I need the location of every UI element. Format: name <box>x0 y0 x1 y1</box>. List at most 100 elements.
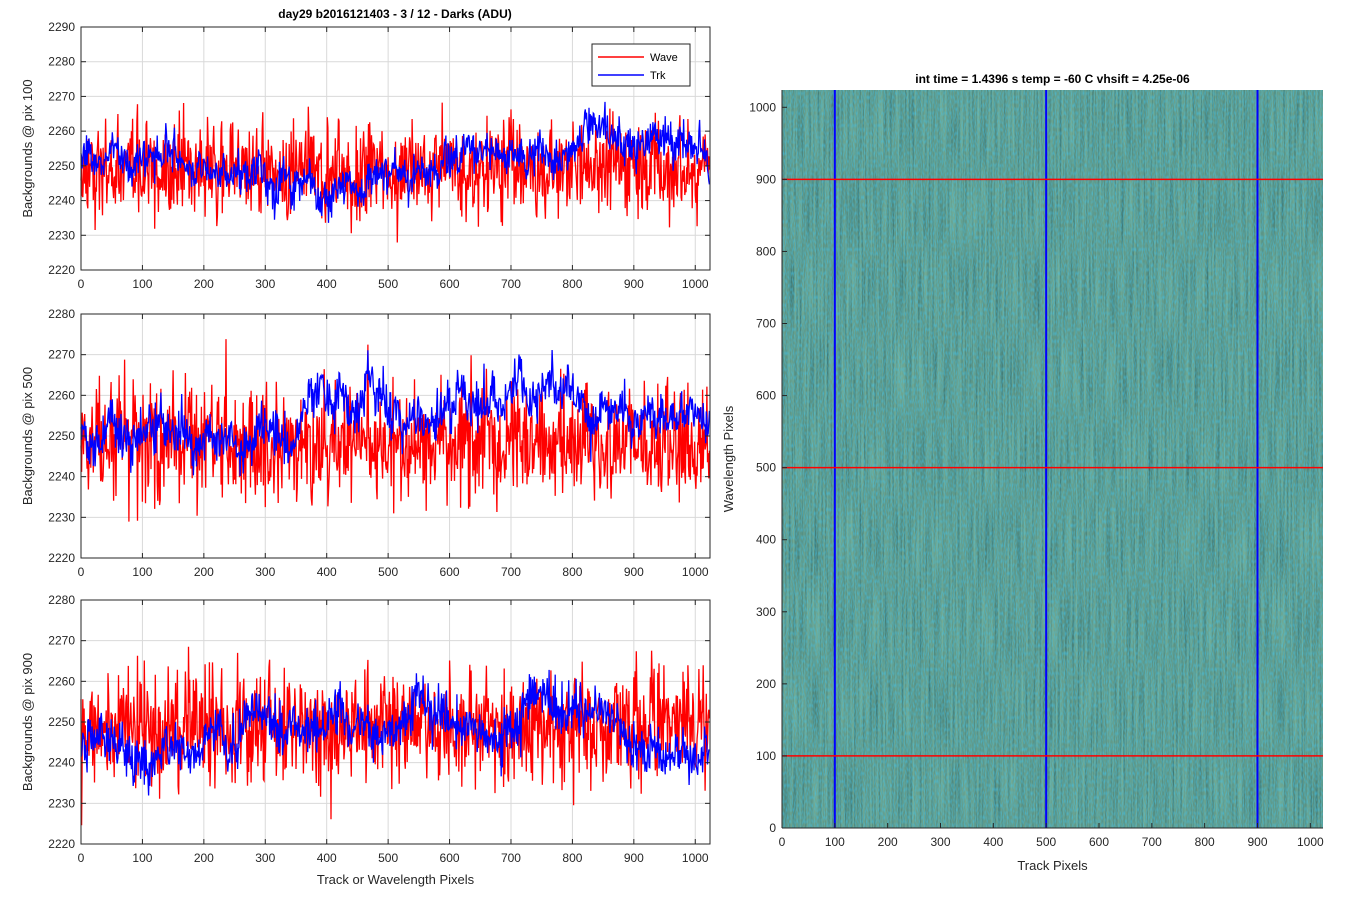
x-tick-label: 600 <box>440 277 460 291</box>
x-tick-label: 200 <box>194 565 214 579</box>
x-tick-label: 0 <box>779 835 786 849</box>
x-tick-label: 600 <box>1089 835 1109 849</box>
x-tick-label: 800 <box>562 565 582 579</box>
x-tick-label: 900 <box>624 565 644 579</box>
y-tick-label: 2280 <box>48 307 75 321</box>
y-tick-label: 2280 <box>48 593 75 607</box>
series-line-wave <box>80 339 711 522</box>
y-tick-label: 2250 <box>48 429 75 443</box>
x-tick-label: 300 <box>255 565 275 579</box>
x-tick-label: 200 <box>194 277 214 291</box>
y-axis-label: Backgrounds @ pix 100 <box>20 79 35 217</box>
x-tick-label: 500 <box>1036 835 1056 849</box>
y-tick-label: 2270 <box>48 634 75 648</box>
y-axis-label: Backgrounds @ pix 900 <box>20 653 35 791</box>
y-tick-label: 200 <box>756 677 776 691</box>
x-tick-label: 800 <box>1195 835 1215 849</box>
y-tick-label: 2250 <box>48 715 75 729</box>
legend-label-trk: Trk <box>650 70 666 82</box>
y-tick-label: 500 <box>756 461 776 475</box>
x-tick-label: 600 <box>440 565 460 579</box>
x-tick-label: 500 <box>378 277 398 291</box>
legend-label-wave: Wave <box>650 52 678 64</box>
panels: 0 100 200 300 400 500 600 700 800 900 100022202230… <box>20 20 1324 887</box>
series-line-wave <box>80 102 711 243</box>
x-tick-label: 100 <box>132 565 152 579</box>
x-tick-label: 400 <box>317 565 337 579</box>
x-tick-label: 200 <box>878 835 898 849</box>
y-tick-label: 2230 <box>48 796 75 810</box>
x-tick-label: 800 <box>562 851 582 865</box>
y-tick-label: 900 <box>756 172 776 186</box>
x-tick-label: 1000 <box>1297 835 1324 849</box>
y-tick-label: 1000 <box>749 100 776 114</box>
x-tick-label: 100 <box>132 851 152 865</box>
x-tick-label: 200 <box>194 851 214 865</box>
y-tick-label: 700 <box>756 317 776 331</box>
x-tick-label: 1000 <box>682 851 709 865</box>
y-tick-label: 2220 <box>48 263 75 277</box>
x-tick-label: 400 <box>317 277 337 291</box>
chart-top-left: 0 100 200 300 400 500 600 700 800 900 1000 2220 2230… <box>20 20 711 291</box>
legend: Wave Trk <box>591 43 691 87</box>
x-tick-label: 300 <box>930 835 950 849</box>
chart-middle-left: 0 100 200 300 400 500 600 700 800 900 1000 2220 2230… <box>20 307 711 579</box>
y-tick-label: 2240 <box>48 756 75 770</box>
y-tick-label: 2280 <box>48 55 75 69</box>
x-tick-label: 900 <box>624 277 644 291</box>
x-tick-label: 500 <box>378 851 398 865</box>
x-tick-label: 0 <box>78 277 85 291</box>
heatmap-title: int time = 1.4396 s temp = -60 C vhsift … <box>915 72 1190 86</box>
y-axis-label: Wavelength Pixels <box>721 405 736 512</box>
y-tick-label: 2260 <box>48 674 75 688</box>
y-tick-label: 2290 <box>48 20 75 34</box>
axes-box <box>80 26 711 271</box>
y-tick-label: 100 <box>756 749 776 763</box>
x-tick-label: 900 <box>624 851 644 865</box>
chart-right: 0 100 200 300 400 500 600 700 800 900 1000 0 100 200 3… <box>721 72 1324 873</box>
x-tick-label: 300 <box>255 851 275 865</box>
y-tick-label: 2260 <box>48 388 75 402</box>
y-tick-label: 2240 <box>48 194 75 208</box>
y-tick-label: 2270 <box>48 89 75 103</box>
figure-title: day29 b2016121403 - 3 / 12 - Darks (ADU) <box>278 7 511 21</box>
y-axis-label: Backgrounds @ pix 500 <box>20 367 35 505</box>
y-tick-label: 400 <box>756 533 776 547</box>
x-tick-label: 700 <box>501 851 521 865</box>
x-tick-label: 300 <box>255 277 275 291</box>
y-tick-label: 2230 <box>48 228 75 242</box>
x-tick-label: 500 <box>378 565 398 579</box>
x-axis-label: Track or Wavelength Pixels <box>317 872 475 887</box>
x-tick-label: 1000 <box>682 565 709 579</box>
series-line-trk <box>80 349 711 477</box>
heatmap-speckle <box>782 90 1323 828</box>
y-tick-label: 2270 <box>48 348 75 362</box>
y-tick-label: 2240 <box>48 470 75 484</box>
y-tick-label: 2250 <box>48 159 75 173</box>
x-tick-label: 700 <box>1142 835 1162 849</box>
x-tick-label: 1000 <box>682 277 709 291</box>
y-tick-label: 2260 <box>48 124 75 138</box>
y-tick-label: 2220 <box>48 837 75 851</box>
x-tick-label: 900 <box>1247 835 1267 849</box>
y-tick-label: 0 <box>769 821 776 835</box>
y-tick-label: 800 <box>756 244 776 258</box>
x-tick-label: 0 <box>78 851 85 865</box>
y-tick-label: 2220 <box>48 551 75 565</box>
x-tick-label: 400 <box>983 835 1003 849</box>
legend-box <box>591 43 691 87</box>
series-line-trk <box>80 101 711 223</box>
x-axis-label: Track Pixels <box>1017 858 1088 873</box>
x-tick-label: 400 <box>317 851 337 865</box>
y-tick-label: 2230 <box>48 510 75 524</box>
y-tick-label: 300 <box>756 605 776 619</box>
y-tick-label: 600 <box>756 389 776 403</box>
x-tick-label: 100 <box>132 277 152 291</box>
x-tick-label: 600 <box>440 851 460 865</box>
x-tick-label: 700 <box>501 277 521 291</box>
chart-bottom-left: 0 100 200 300 400 500 600 700 800 900 1000 2220 2230… <box>20 593 711 887</box>
x-tick-label: 0 <box>78 565 85 579</box>
x-tick-label: 700 <box>501 565 521 579</box>
x-tick-label: 800 <box>562 277 582 291</box>
